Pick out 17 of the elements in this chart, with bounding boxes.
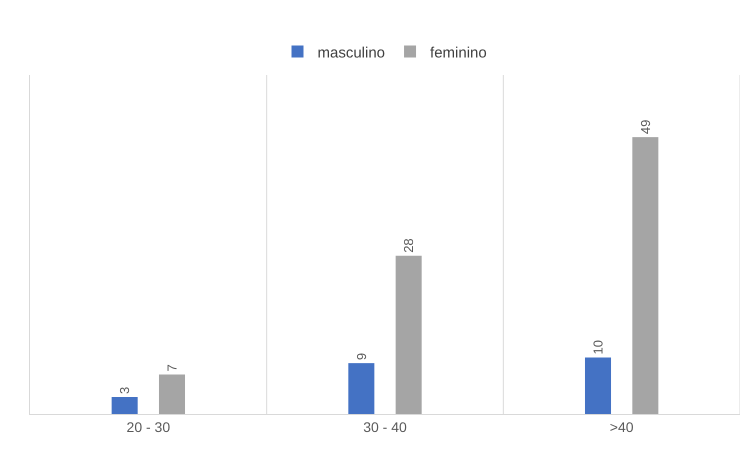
data-label: 3 — [117, 386, 132, 394]
bar — [396, 256, 422, 414]
legend-label: masculino — [318, 44, 386, 62]
data-label: 28 — [401, 238, 416, 253]
bar — [632, 137, 658, 414]
bar — [112, 397, 138, 414]
bar — [348, 363, 374, 414]
data-label: 10 — [590, 340, 606, 354]
bar — [584, 358, 612, 414]
x-tick-label: 20 - 30 — [126, 418, 170, 435]
data-label: 7 — [164, 364, 180, 372]
x-tick-label: >40 — [610, 418, 634, 435]
data-label: 49 — [638, 120, 653, 134]
legend-label: feminino — [430, 44, 487, 62]
bar — [158, 374, 186, 414]
x-tick-label: 30 - 40 — [363, 418, 408, 435]
data-label: 9 — [354, 352, 369, 360]
